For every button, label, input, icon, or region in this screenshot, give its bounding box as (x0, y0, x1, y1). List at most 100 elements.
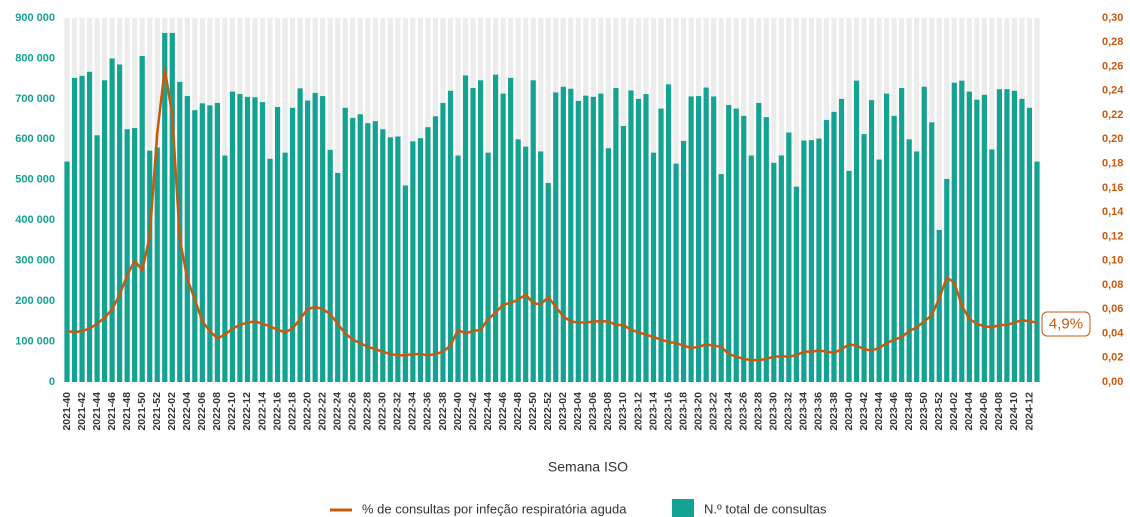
x-tick-label: 2023-24 (722, 392, 734, 431)
y2-tick-label: 0,00 (1102, 376, 1123, 388)
y2-tick-label: 0,08 (1102, 279, 1123, 291)
bar (876, 159, 882, 382)
x-tick-label: 2022-28 (362, 392, 374, 431)
x-tick-label: 2022-46 (497, 392, 509, 431)
bar (508, 77, 514, 382)
x-tick-label: 2023-46 (888, 392, 900, 431)
bar (523, 146, 529, 382)
x-tick-label: 2022-04 (181, 392, 193, 431)
bar (237, 94, 243, 382)
x-tick-label: 2023-40 (843, 392, 855, 431)
bar (899, 87, 905, 383)
bar (274, 106, 281, 382)
x-tick-label: 2021-44 (91, 392, 103, 431)
x-tick-label: 2023-18 (677, 392, 689, 431)
x-tick-label: 2022-32 (392, 392, 404, 431)
x-tick-label: 2022-20 (301, 392, 313, 431)
bar (643, 94, 649, 382)
bar (718, 174, 724, 382)
y2-tick-label: 0,02 (1102, 352, 1123, 364)
bar (94, 135, 100, 382)
x-tick-label: 2023-38 (828, 392, 840, 431)
bar (1004, 89, 1010, 382)
x-tick-label: 2024-04 (963, 392, 975, 431)
bar (214, 102, 220, 382)
x-tick-label: 2022-14 (256, 392, 268, 431)
x-tick-label: 2023-20 (692, 392, 704, 431)
bar (515, 139, 521, 382)
y2-tick-label: 0,14 (1102, 206, 1124, 218)
y-tick-label: 300 000 (15, 255, 55, 267)
x-tick-label: 2023-42 (858, 392, 870, 431)
x-tick-label: 2022-06 (196, 392, 208, 431)
y2-tick-label: 0,10 (1102, 255, 1123, 267)
x-tick-label: 2023-34 (798, 392, 810, 431)
y2-tick-label: 0,20 (1102, 133, 1123, 145)
x-tick-label: 2022-02 (166, 392, 178, 431)
bar (109, 58, 115, 382)
bar (455, 155, 461, 382)
bar (462, 75, 469, 382)
y-tick-label: 600 000 (15, 133, 55, 145)
bar (86, 71, 93, 383)
x-tick-label: 2023-36 (813, 392, 825, 431)
bar (282, 152, 288, 382)
bar (139, 56, 145, 383)
bar (184, 96, 190, 383)
bar (823, 119, 830, 383)
bar (951, 82, 957, 382)
bar (199, 103, 205, 383)
bar (846, 170, 852, 382)
bar (575, 100, 581, 383)
y-tick-label: 800 000 (15, 52, 55, 64)
bar (192, 110, 198, 383)
end-label: 4,9% (1049, 315, 1083, 332)
bar (583, 95, 589, 383)
bar (703, 87, 709, 382)
x-tick-label: 2022-36 (422, 392, 434, 431)
bar (748, 155, 754, 382)
x-tick-label: 2023-22 (707, 392, 719, 431)
bar (365, 123, 371, 383)
bar (688, 96, 694, 382)
y2-tick-label: 0,30 (1102, 12, 1123, 24)
x-tick-label: 2022-22 (316, 392, 328, 431)
bar (635, 98, 642, 382)
x-tick-label: 2024-12 (1023, 392, 1035, 431)
x-tick-label: 2022-12 (241, 392, 253, 431)
x-tick-label: 2022-52 (542, 392, 554, 431)
bar (327, 149, 333, 382)
x-tick-label: 2023-16 (662, 392, 674, 431)
x-tick-label: 2022-10 (226, 392, 238, 431)
bar (267, 158, 273, 382)
x-tick-label: 2023-08 (602, 392, 614, 431)
bar (417, 138, 424, 382)
x-tick-label: 2022-48 (512, 392, 524, 431)
bar (380, 129, 386, 382)
x-tick-label: 2021-48 (121, 392, 133, 431)
bar (252, 97, 258, 382)
x-tick-label: 2023-28 (753, 392, 765, 431)
bar (440, 102, 446, 382)
bar (169, 32, 175, 382)
y2-tick-label: 0,18 (1102, 158, 1123, 170)
bar (884, 93, 890, 383)
bar (763, 117, 769, 382)
x-tick-label: 2023-12 (632, 392, 644, 431)
y-tick-label: 100 000 (15, 335, 55, 347)
bar (162, 32, 168, 382)
bar (838, 98, 845, 382)
bar (891, 115, 897, 383)
bar (929, 122, 935, 382)
bar (477, 80, 484, 382)
bar (628, 90, 634, 382)
x-tick-label: 2021-42 (76, 392, 88, 431)
bar (853, 80, 860, 382)
bar (530, 80, 536, 382)
x-tick-label: 2024-08 (993, 392, 1005, 431)
bar (906, 139, 912, 382)
bar (207, 105, 213, 383)
x-tick-label: 2023-06 (587, 392, 599, 431)
bar (756, 102, 762, 382)
